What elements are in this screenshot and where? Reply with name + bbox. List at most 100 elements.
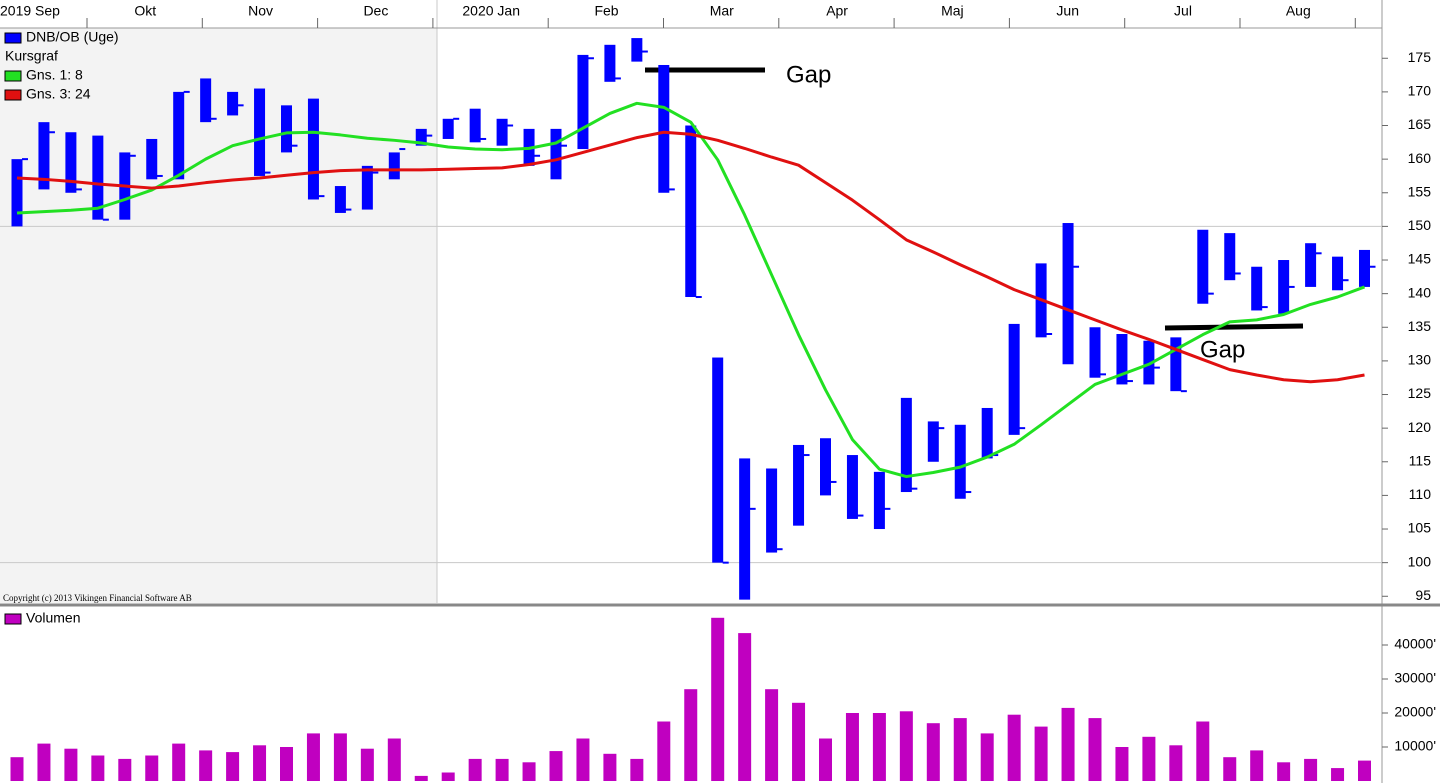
price-bar [65, 132, 77, 193]
volume-bar [118, 758, 132, 781]
annotation: Gap [786, 61, 831, 88]
volume-bar [980, 733, 994, 781]
y-tick-label: 105 [1408, 520, 1432, 536]
price-bar [1224, 233, 1236, 281]
legend-heading: Kursgraf [5, 48, 58, 64]
price-bar [442, 118, 454, 139]
price-bar [38, 122, 50, 190]
volume-bar [1061, 707, 1075, 781]
volume-bar [280, 747, 293, 781]
volume-bar [1358, 760, 1371, 781]
x-tick-label: Okt [134, 3, 156, 19]
volume-bar [1115, 747, 1129, 781]
x-tick-label: Jun [1056, 3, 1079, 19]
y-tick-label: 110 [1409, 486, 1432, 502]
y-tick-label: 120 [1408, 419, 1432, 435]
price-bar [685, 125, 697, 298]
volume-bar [360, 748, 374, 781]
price-bar [496, 118, 508, 146]
x-tick-label: Apr [826, 3, 848, 19]
price-bar [1251, 266, 1263, 311]
price-bar [550, 128, 562, 180]
price-bar [1170, 337, 1182, 392]
x-tick-label: Nov [248, 3, 273, 19]
volume-bar [1034, 726, 1048, 781]
x-tick-label: 2020 Jan [462, 3, 520, 19]
y-tick-label: 130 [1408, 352, 1432, 368]
price-bar [92, 135, 104, 220]
volume-bar [1142, 736, 1156, 781]
volume-bar [145, 755, 159, 781]
volume-bar [1331, 768, 1345, 781]
price-bar [281, 105, 292, 153]
volume-bar [819, 738, 832, 781]
price-bar [1197, 229, 1209, 304]
y-tick-label: 150 [1408, 217, 1432, 233]
y-tick-label: 20000' [1394, 704, 1436, 720]
y-tick-label: 155 [1408, 183, 1432, 199]
y-tick-label: 145 [1408, 251, 1432, 267]
price-bar [200, 78, 212, 123]
y-tick-label: 125 [1408, 385, 1432, 401]
legend-label: Volumen [26, 610, 80, 626]
volume-bar [333, 733, 347, 781]
price-bar [1062, 223, 1074, 365]
volume-bar [1088, 718, 1102, 781]
price-bar [254, 88, 266, 176]
x-tick-label: Jul [1174, 3, 1192, 19]
price-bar [334, 186, 346, 213]
volume-bar [1304, 758, 1318, 781]
annotation: Gap [1200, 336, 1245, 363]
plot-layer: 2019 Sep Okt Nov Dec 2020 Jan Feb Mar Apr Maj Jun… [0, 3, 1436, 781]
volume-bar [441, 772, 455, 781]
gap-line [1164, 323, 1304, 331]
price-bar [307, 98, 319, 200]
x-tick-label: 2019 Sep [0, 3, 60, 19]
volume-bar [1169, 745, 1183, 781]
volume-bar [953, 718, 967, 781]
volume-bar [845, 713, 859, 781]
volume-bar [199, 750, 213, 781]
legend-swatch [4, 613, 22, 625]
volume-bar [576, 738, 590, 781]
y-tick-label: 140 [1408, 284, 1432, 300]
x-tick-label: Feb [594, 3, 618, 19]
y-tick-label: 170 [1408, 83, 1432, 99]
legend-swatch [4, 32, 22, 44]
volume-bar [1223, 757, 1237, 781]
price-bar [846, 455, 858, 519]
y-tick-label: 10000' [1394, 738, 1436, 754]
price-bar [146, 138, 158, 180]
price-bar [173, 91, 185, 180]
price-bar [631, 38, 643, 62]
y-tick-label: 165 [1408, 116, 1432, 132]
volume-bar [495, 758, 509, 781]
volume-bar [1007, 714, 1021, 781]
price-bar [739, 458, 751, 600]
price-bar [227, 91, 239, 116]
volume-bar [414, 775, 428, 781]
x-tick-label: Aug [1286, 3, 1311, 19]
volume-bar [1277, 762, 1291, 781]
volume-bar [172, 743, 186, 781]
y-tick-label: 115 [1409, 452, 1432, 468]
volume-bar [1250, 750, 1264, 781]
price-bar [954, 424, 966, 499]
volume-bar [738, 633, 752, 781]
volume-bar [64, 748, 78, 781]
y-tick-label: 135 [1408, 318, 1432, 334]
price-bar [1116, 333, 1128, 385]
volume-bar [253, 745, 267, 781]
price-bar [873, 471, 885, 530]
volume-bar [657, 721, 671, 781]
legend-swatch [4, 89, 22, 101]
price-bar [900, 397, 912, 493]
y-tick-label: 175 [1408, 49, 1432, 65]
price-bar [1305, 243, 1317, 287]
price-bar [927, 421, 939, 462]
volume-bar [872, 713, 886, 781]
volume-bar [468, 758, 482, 781]
volume-bar [765, 689, 779, 781]
shaded-period [0, 28, 437, 603]
